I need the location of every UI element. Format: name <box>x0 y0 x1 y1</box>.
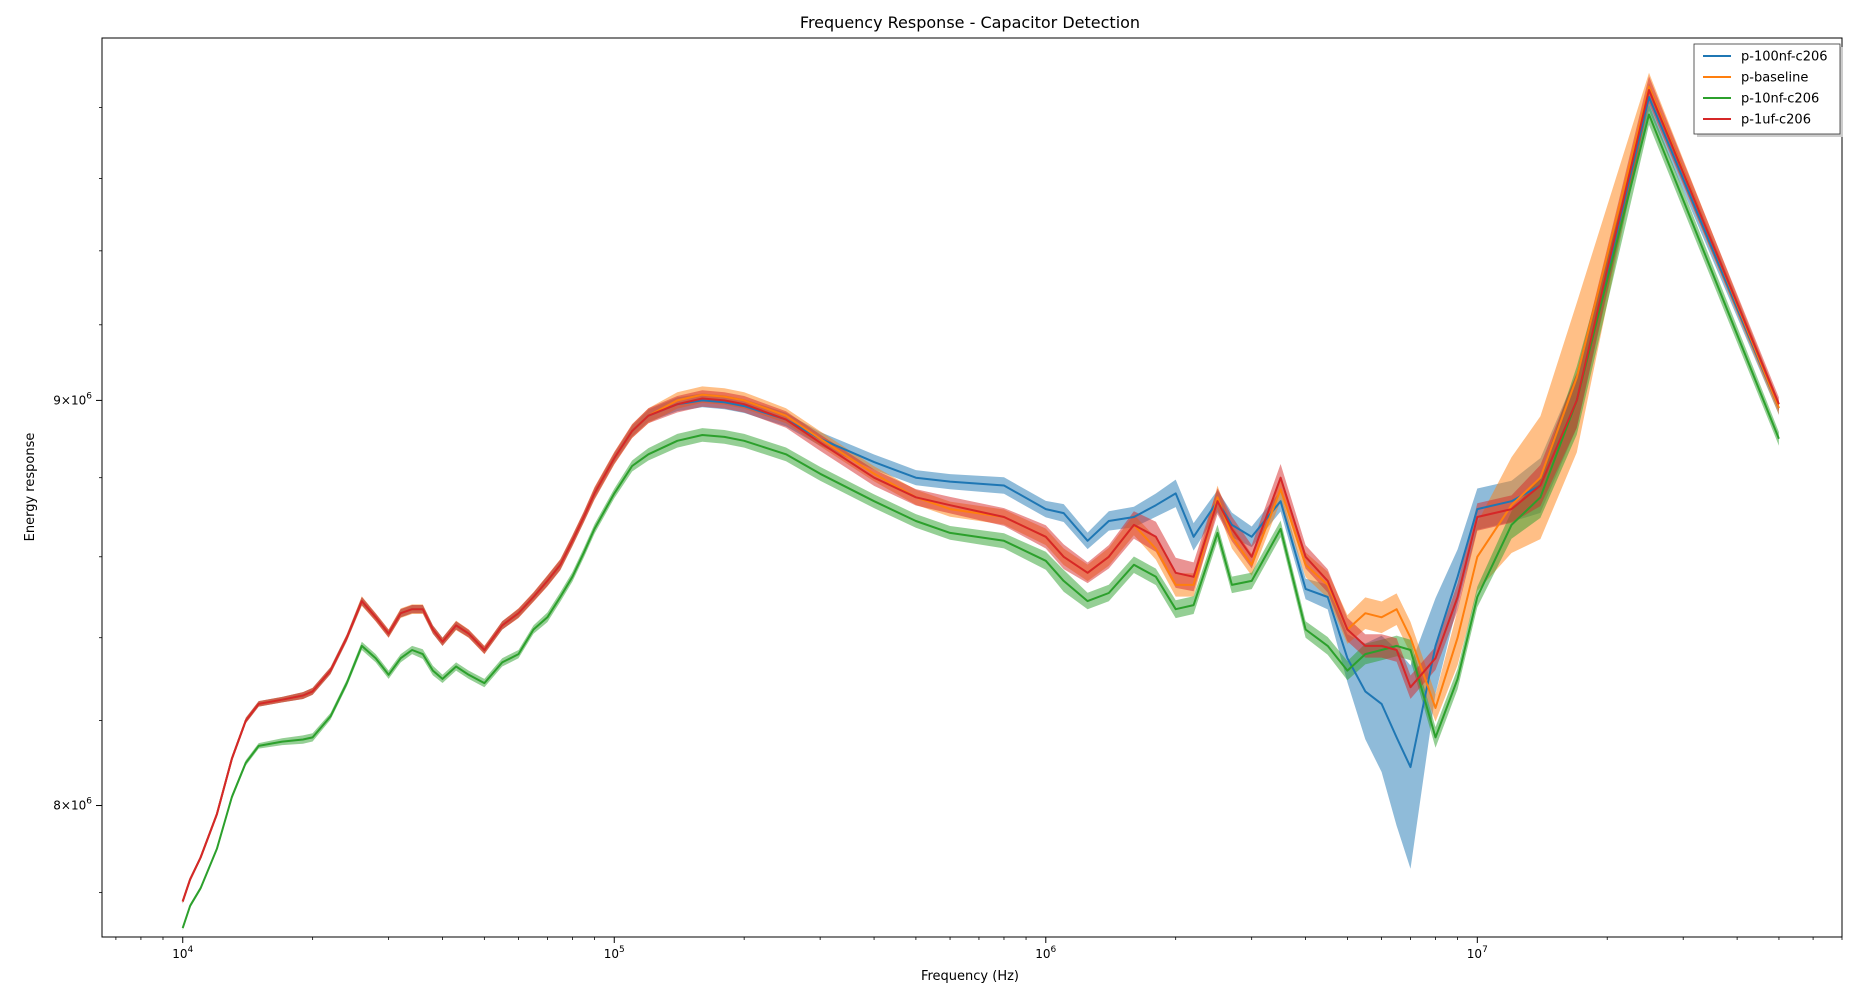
x-axis-label: Frequency (Hz) <box>921 969 1019 984</box>
legend-label-p-baseline: p-baseline <box>1741 71 1808 86</box>
y-tick-label: 9×106 <box>53 391 92 407</box>
series-lines <box>181 85 1780 929</box>
x-tick-label: 106 <box>1035 945 1056 961</box>
y-axis: 8×106 9×106 <box>53 107 102 894</box>
plot-area <box>181 72 1780 931</box>
y-axis-label: Energy response <box>23 433 38 542</box>
x-tick-label: 104 <box>172 945 193 961</box>
y-tick-label: 8×106 <box>53 797 92 813</box>
x-axis: 104 105 106 107 <box>115 937 1843 961</box>
legend-label-p-100nf-c206: p-100nf-c206 <box>1741 50 1828 65</box>
chart-title: Frequency Response - Capacitor Detection <box>800 13 1140 32</box>
x-tick-label: 105 <box>604 945 625 961</box>
series-line-p-1uf-c206 <box>181 89 1780 902</box>
legend-label-p-1uf-c206: p-1uf-c206 <box>1741 113 1811 128</box>
confidence-bands <box>182 72 1779 931</box>
legend: p-100nf-c206 p-baseline p-10nf-c206 p-1uf-c… <box>1693 43 1843 137</box>
axes-frame <box>101 37 1843 938</box>
legend-label-p-10nf-c206: p-10nf-c206 <box>1741 92 1819 107</box>
x-tick-label: 107 <box>1467 945 1488 961</box>
band-p-100nf-c206 <box>182 83 1779 904</box>
legend-items: p-100nf-c206 p-baseline p-10nf-c206 p-1uf-c… <box>1703 50 1828 128</box>
series-line-p-10nf-c206 <box>181 113 1780 929</box>
